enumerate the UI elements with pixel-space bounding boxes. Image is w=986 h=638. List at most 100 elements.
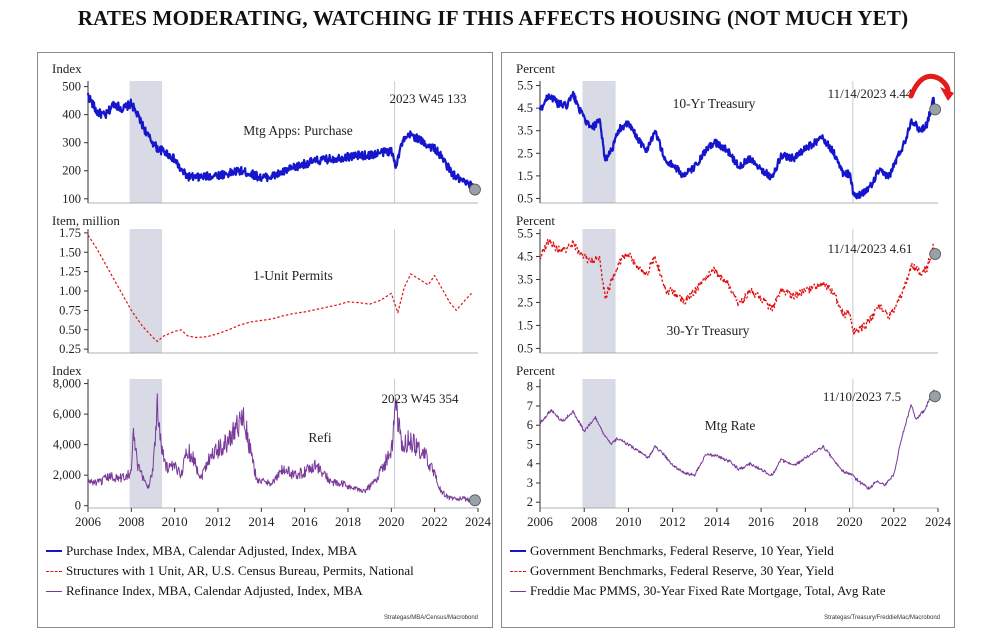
y-tick-label: 3.5 (517, 273, 533, 287)
y-tick-label: 2.5 (517, 295, 533, 309)
legend-swatch-mtg (510, 590, 526, 592)
x-tick-label: 2014 (248, 514, 274, 529)
y-tick-label: 2 (527, 495, 533, 509)
x-tick-label: 2020 (378, 514, 404, 529)
y-tick-label: 4.5 (517, 101, 533, 115)
right-legend: Government Benchmarks, Federal Reserve, … (510, 541, 885, 601)
y-tick-label: 1.5 (517, 318, 533, 332)
last-value-label: 2023 W45 354 (381, 391, 459, 406)
x-tick-label: 2014 (704, 514, 731, 529)
y-tick-label: 3.5 (517, 124, 533, 138)
series-label-mtg: Mtg Rate (705, 418, 756, 433)
y-tick-label: 4 (527, 457, 534, 471)
last-value-marker (469, 183, 481, 196)
recession-band (582, 81, 616, 203)
series-label-refi: Refi (308, 430, 331, 445)
y-tick-label: 6 (527, 418, 533, 432)
y-axis-title: Index (52, 61, 82, 76)
series-label-ust10: 10-Yr Treasury (673, 96, 756, 111)
legend-label-ust10: Government Benchmarks, Federal Reserve, … (530, 543, 834, 558)
right-chart-panel: 0.5 1.5 2.5 3.5 4.5 5.5 Percent 11/14/2023 4.44… (501, 52, 955, 628)
y-axis-title: Percent (516, 61, 555, 76)
x-tick-label: 2022 (422, 514, 448, 529)
x-tick-label: 2024 (465, 514, 492, 529)
legend-label-refi: Refinance Index, MBA, Calendar Adjusted,… (66, 583, 363, 598)
x-tick-label: 2006 (527, 514, 554, 529)
series-label-purchase: Mtg Apps: Purchase (243, 123, 353, 138)
legend-item-mtg: Freddie Mac PMMS, 30-Year Fixed Rate Mor… (510, 581, 885, 601)
series-line-permits (87, 234, 472, 342)
red-arrow-head (940, 87, 954, 101)
x-tick-label: 2018 (792, 514, 818, 529)
x-tick-label: 2012 (205, 514, 231, 529)
last-value-marker (469, 494, 481, 507)
left-chart-panel: 100 200 300 400 500 Index 2023 W45 133 Mtg Apps… (37, 52, 493, 628)
legend-item-permits: Structures with 1 Unit, AR, U.S. Census … (46, 561, 414, 581)
legend-label-permits: Structures with 1 Unit, AR, U.S. Census … (66, 563, 414, 578)
y-tick-label: 5 (527, 437, 533, 451)
last-value-label: 11/14/2023 4.61 (828, 241, 913, 256)
recession-band (129, 81, 163, 203)
chart-mtg: 2 3 4 5 6 7 8 Percent 2006 2008 2010 2012 2014 2016 20… (516, 363, 952, 529)
legend-swatch-permits (46, 570, 62, 572)
y-axis-title: Percent (516, 213, 555, 228)
series-line-purchase (86, 92, 477, 194)
y-axis-title: Item, million (52, 213, 120, 228)
page-title: RATES MODERATING, WATCHING IF THIS AFFEC… (77, 6, 909, 30)
y-tick-label: 6,000 (53, 407, 81, 421)
last-value-label: 11/14/2023 4.44 (828, 86, 913, 101)
y-tick-label: 2,000 (53, 468, 81, 482)
last-value-label: 2023 W45 133 (389, 91, 466, 106)
series-line-mtg (540, 389, 936, 490)
legend-swatch-purchase (46, 550, 62, 552)
legend-label-ust30: Government Benchmarks, Federal Reserve, … (530, 563, 834, 578)
legend-item-refi: Refinance Index, MBA, Calendar Adjusted,… (46, 581, 414, 601)
x-tick-label: 2006 (75, 514, 102, 529)
y-tick-label: 0.75 (59, 303, 81, 317)
left-charts-svg: 100 200 300 400 500 Index 2023 W45 133 Mtg Apps… (52, 61, 492, 529)
legend-label-mtg: Freddie Mac PMMS, 30-Year Fixed Rate Mor… (530, 583, 886, 598)
x-tick-label: 2008 (118, 514, 144, 529)
last-value-label: 11/10/2023 7.5 (823, 389, 901, 404)
y-tick-label: 4.5 (517, 250, 533, 264)
y-tick-label: 0.25 (59, 342, 81, 356)
y-tick-label: 1.50 (59, 245, 81, 259)
left-source-note: Strategas/MBA/Census/Macrobond (383, 615, 478, 621)
legend-item-purchase: Purchase Index, MBA, Calendar Adjusted, … (46, 541, 414, 561)
y-tick-label: 1.00 (59, 284, 81, 298)
y-tick-label: 1.5 (517, 169, 533, 183)
y-tick-label: 400 (62, 108, 81, 122)
y-tick-label: 4,000 (53, 438, 81, 452)
x-tick-label: 2008 (571, 514, 597, 529)
last-value-marker (929, 248, 942, 260)
right-source-note: Strategas/Treasury/FreddieMac/Macrobond (824, 615, 940, 621)
left-legend: Purchase Index, MBA, Calendar Adjusted, … (46, 541, 414, 601)
y-axis-title: Percent (516, 363, 555, 378)
red-arrow-shaft (908, 73, 951, 99)
y-tick-label: 3 (527, 476, 533, 490)
y-tick-label: 1.25 (59, 265, 81, 279)
y-tick-label: 5.5 (517, 227, 533, 241)
red-arrow-icon (908, 73, 954, 101)
x-tick-label: 2016 (292, 514, 319, 529)
x-tick-label: 2020 (837, 514, 863, 529)
x-tick-label: 2018 (335, 514, 361, 529)
chart-ust10: 0.5 1.5 2.5 3.5 4.5 5.5 Percent 11/14/2023 4.44… (516, 61, 942, 205)
y-tick-label: 5.5 (517, 79, 533, 93)
legend-swatch-ust30 (510, 570, 526, 572)
y-tick-label: 2.5 (517, 146, 533, 160)
x-tick-label: 2024 (925, 514, 952, 529)
y-tick-label: 0.50 (59, 323, 81, 337)
y-tick-label: 0.5 (517, 341, 533, 355)
y-tick-label: 300 (62, 136, 81, 150)
y-tick-label: 100 (62, 192, 81, 206)
x-tick-label: 2022 (881, 514, 907, 529)
legend-swatch-refi (46, 590, 62, 592)
chart-purchase: 100 200 300 400 500 Index 2023 W45 133 Mtg Apps… (52, 61, 481, 206)
y-tick-label: 0.5 (517, 191, 533, 205)
x-tick-label: 2012 (660, 514, 686, 529)
legend-item-ust10: Government Benchmarks, Federal Reserve, … (510, 541, 885, 561)
legend-label-purchase: Purchase Index, MBA, Calendar Adjusted, … (66, 543, 358, 558)
